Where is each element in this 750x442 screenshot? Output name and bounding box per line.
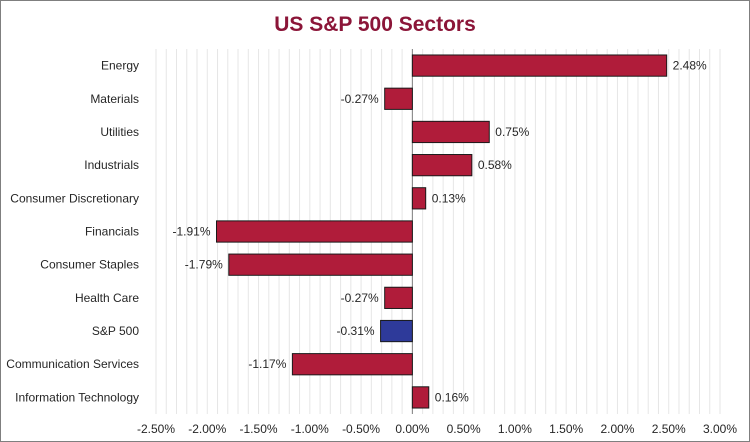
category-labels: Energy Materials Utilities Industrials Consu…	[6, 59, 139, 405]
category-label: S&P 500	[92, 324, 139, 338]
category-label: Utilities	[100, 125, 139, 139]
category-label: Communication Services	[6, 357, 139, 371]
bar	[411, 120, 490, 144]
x-tick-label: 0.50%	[447, 422, 481, 436]
category-label: Materials	[90, 92, 139, 106]
data-label: 0.16%	[435, 390, 469, 404]
bar	[384, 87, 413, 110]
x-tick-label: -1.50%	[240, 422, 278, 436]
bar	[411, 54, 668, 77]
x-tick-label: 3.00%	[703, 422, 737, 436]
bar	[411, 154, 473, 177]
x-axis-ticks: -2.50% -2.00% -1.50% -1.00% -0.50% 0.00% 0.50%…	[137, 422, 737, 436]
x-tick-label: -2.50%	[137, 422, 175, 436]
category-label: Health Care	[75, 291, 139, 305]
bar	[411, 187, 427, 210]
data-label: 2.48%	[673, 59, 707, 73]
data-label: 0.75%	[495, 125, 529, 139]
bar	[411, 386, 430, 409]
category-label: Industrials	[84, 158, 139, 172]
bar	[291, 353, 413, 376]
x-tick-label: -2.00%	[188, 422, 226, 436]
x-tick-label: 1.00%	[498, 422, 532, 436]
category-label: Financials	[85, 225, 139, 239]
category-label: Information Technology	[15, 390, 139, 404]
data-label: -0.31%	[337, 324, 375, 338]
bar	[380, 319, 413, 343]
x-tick-label: 1.50%	[549, 422, 583, 436]
category-label: Consumer Discretionary	[10, 191, 139, 205]
data-label: -1.79%	[185, 258, 223, 272]
chart-title: US S&P 500 Sectors	[274, 13, 476, 36]
x-tick-label: 2.50%	[652, 422, 686, 436]
data-label: 0.13%	[432, 191, 466, 205]
category-label: Energy	[101, 59, 139, 73]
data-label: -1.91%	[172, 225, 210, 239]
bar	[384, 286, 413, 309]
bar	[216, 220, 413, 243]
data-label: 0.58%	[478, 158, 512, 172]
data-label: -0.27%	[341, 92, 379, 106]
category-label: Consumer Staples	[40, 258, 139, 272]
bars	[216, 54, 668, 409]
data-label: -1.17%	[248, 357, 286, 371]
x-tick-label: 2.00%	[600, 422, 634, 436]
data-label: -0.27%	[341, 291, 379, 305]
bar	[228, 253, 413, 276]
x-tick-label: 0.00%	[395, 422, 429, 436]
x-tick-label: -1.00%	[291, 422, 329, 436]
data-labels: 2.48% -0.27% 0.75% 0.58% 0.13% -1.91% -1.79% -0…	[172, 59, 707, 405]
x-tick-label: -0.50%	[342, 422, 380, 436]
